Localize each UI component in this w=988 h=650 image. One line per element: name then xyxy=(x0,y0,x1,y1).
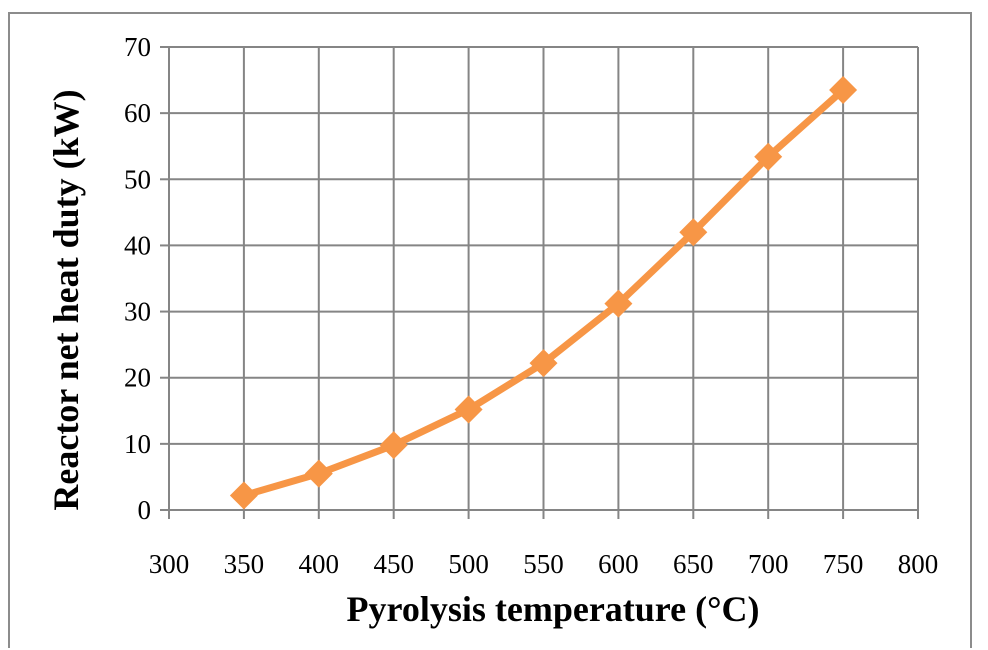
x-tick-label: 550 xyxy=(523,549,564,579)
y-tick-label: 30 xyxy=(124,297,151,327)
data-point-marker xyxy=(454,395,483,424)
x-axis-title: Pyrolysis temperature (°C) xyxy=(347,589,760,629)
grid-lines xyxy=(160,46,919,519)
x-tick-label: 500 xyxy=(448,549,489,579)
x-tick-label: 650 xyxy=(673,549,714,579)
data-point-marker xyxy=(754,142,783,171)
data-point-marker xyxy=(679,218,708,247)
x-tick-label: 750 xyxy=(823,549,864,579)
data-point-marker xyxy=(379,431,408,460)
x-tick-label: 400 xyxy=(299,549,340,579)
data-point-marker xyxy=(829,75,858,104)
x-tick-label: 350 xyxy=(224,549,265,579)
y-tick-label: 0 xyxy=(138,495,152,525)
x-tick-label: 700 xyxy=(748,549,789,579)
y-axis-title: Reactor net heat duty (kW) xyxy=(46,89,86,510)
x-tick-label: 300 xyxy=(149,549,190,579)
x-tick-labels: 300 350 400 450 500 550 600 650 700 750 800 xyxy=(149,549,939,579)
y-tick-label: 70 xyxy=(124,32,151,62)
series-group xyxy=(229,75,858,510)
data-point-marker xyxy=(604,289,633,318)
data-point-marker xyxy=(229,481,258,510)
y-tick-label: 10 xyxy=(124,429,151,459)
y-tick-label: 50 xyxy=(124,164,151,194)
x-tick-label: 450 xyxy=(373,549,414,579)
x-tick-label: 600 xyxy=(598,549,639,579)
x-tick-label: 800 xyxy=(898,549,939,579)
data-point-marker xyxy=(529,349,558,378)
data-point-marker xyxy=(304,459,333,488)
y-tick-labels: 0 10 20 30 40 50 60 70 xyxy=(124,32,151,525)
y-tick-label: 40 xyxy=(124,230,151,260)
y-tick-label: 20 xyxy=(124,363,151,393)
y-tick-label: 60 xyxy=(124,98,151,128)
